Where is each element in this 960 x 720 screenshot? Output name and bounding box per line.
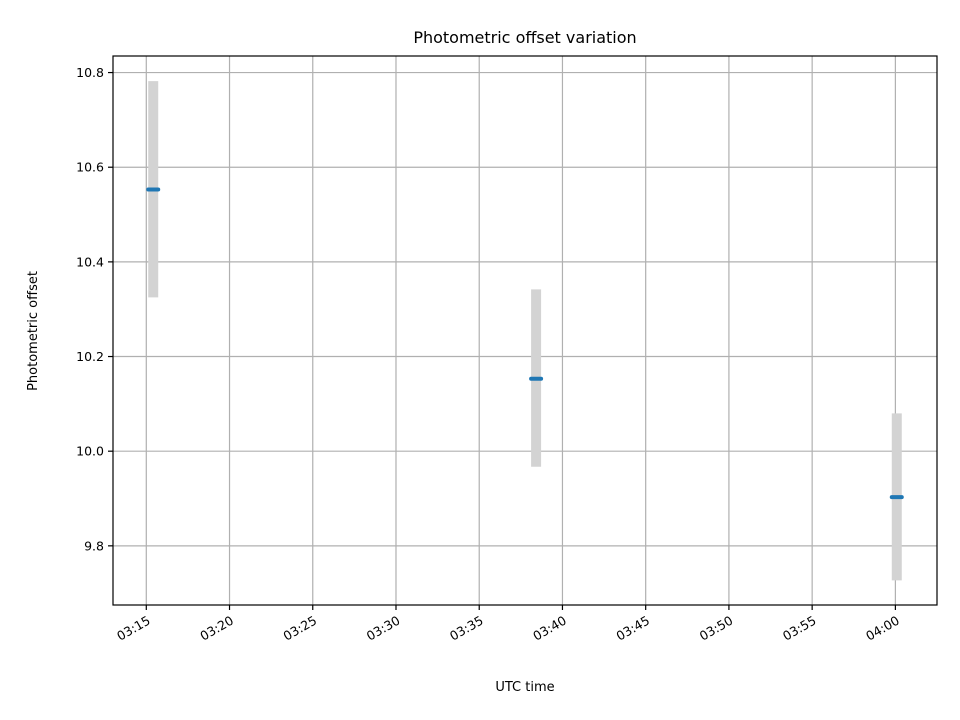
- y-tick-label: 9.8: [84, 538, 104, 553]
- y-tick-label: 10.2: [76, 349, 104, 364]
- x-axis-label: UTC time: [495, 680, 554, 695]
- y-tick-label: 10.8: [76, 65, 104, 80]
- y-axis-ticks: 9.8 10.0 10.2 10.4 10.6 10.8: [76, 65, 113, 553]
- plot-frame: [112, 55, 938, 606]
- y-tick-label: 10.6: [76, 160, 104, 175]
- data-points: [146, 187, 904, 500]
- chart-title: Photometric offset variation: [413, 28, 636, 47]
- y-axis-label: Photometric offset: [26, 271, 41, 391]
- grid-lines: [113, 56, 937, 605]
- y-tick-label: 10.0: [76, 444, 104, 459]
- y-tick-label: 10.4: [76, 254, 104, 269]
